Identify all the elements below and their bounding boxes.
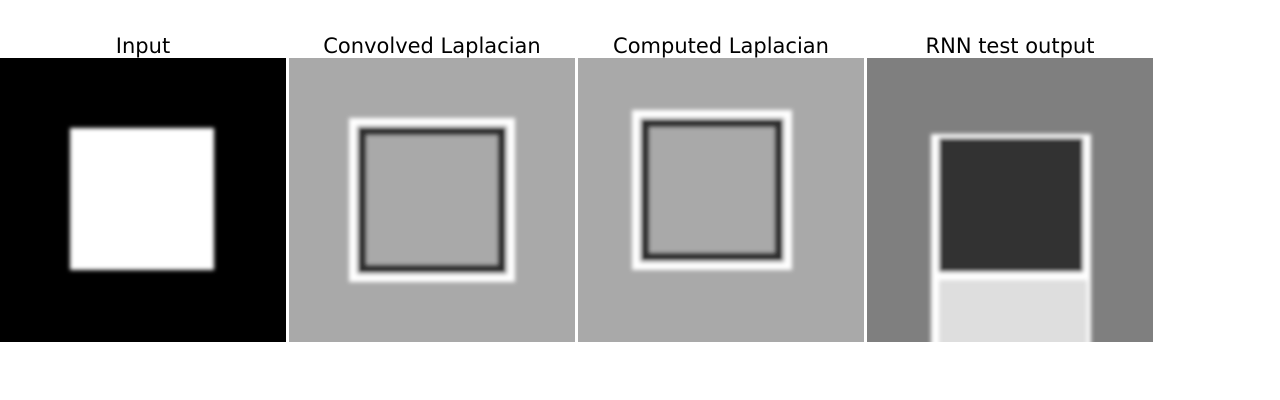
- input-square: [70, 128, 214, 270]
- panel-input: Input: [0, 0, 286, 400]
- input-image: [0, 58, 286, 342]
- computed-laplacian-image: [578, 58, 864, 342]
- panel-computed-laplacian: Computed Laplacian: [578, 0, 864, 400]
- convolved-square-edges: [349, 118, 515, 282]
- panel-title-convolved: Convolved Laplacian: [323, 34, 541, 58]
- panel-rnn-output: RNN test output: [867, 0, 1153, 400]
- panel-title-input: Input: [115, 34, 171, 58]
- computed-square-edges: [632, 110, 792, 270]
- convolved-laplacian-image: [289, 58, 575, 342]
- panel-title-rnn: RNN test output: [925, 34, 1095, 58]
- panel-convolved-laplacian: Convolved Laplacian: [289, 0, 575, 400]
- panel-title-computed: Computed Laplacian: [613, 34, 829, 58]
- rnn-output-image: [867, 58, 1153, 342]
- rnn-shape: [931, 134, 1091, 342]
